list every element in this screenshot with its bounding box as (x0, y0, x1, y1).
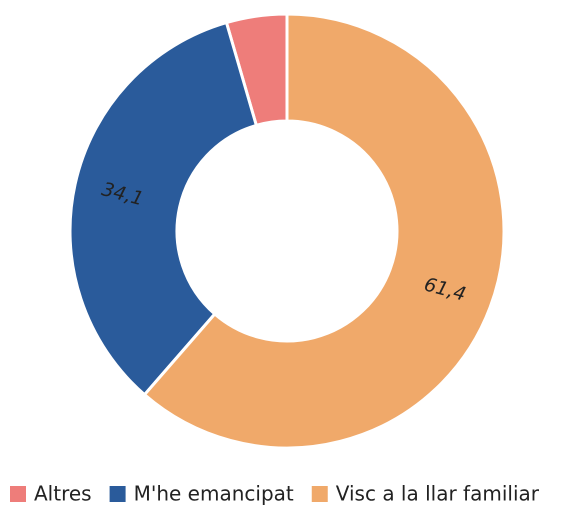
legend-label: M'he emancipat (134, 482, 294, 506)
legend-swatch (10, 486, 26, 502)
donut-slice (68, 20, 259, 397)
legend-label: Altres (34, 482, 92, 506)
donut-slice (142, 12, 506, 450)
legend-label: Visc a la llar familiar (336, 482, 540, 506)
legend-swatch (311, 486, 328, 502)
legend-swatch (109, 486, 126, 502)
